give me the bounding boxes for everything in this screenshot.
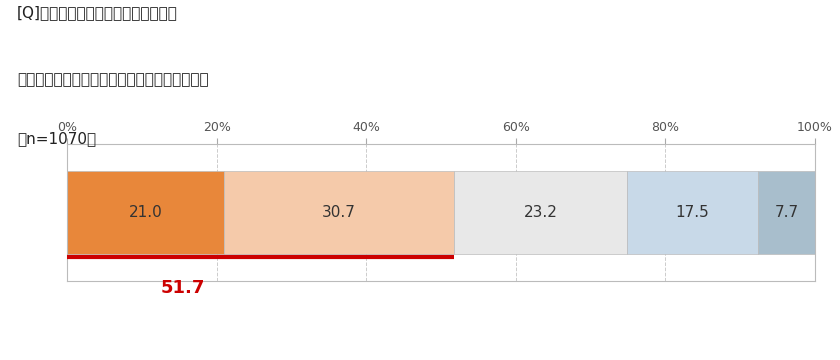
Bar <box>67 171 224 254</box>
Bar <box>454 171 627 254</box>
Text: [Q]コロナ禍での「マスク生活」で、: [Q]コロナ禍での「マスク生活」で、 <box>17 5 178 21</box>
Text: （n=1070）: （n=1070） <box>17 131 96 147</box>
Text: 17.5: 17.5 <box>675 205 710 220</box>
Text: ご自分の肌に変化を感じることがありますか？: ご自分の肌に変化を感じることがありますか？ <box>17 72 208 87</box>
Text: 7.7: 7.7 <box>774 205 799 220</box>
Bar <box>758 171 816 254</box>
Text: 23.2: 23.2 <box>523 205 558 220</box>
Text: 21.0: 21.0 <box>129 205 163 220</box>
Bar <box>627 171 758 254</box>
Bar <box>224 171 454 254</box>
Text: 30.7: 30.7 <box>322 205 356 220</box>
Text: 51.7: 51.7 <box>161 279 205 297</box>
